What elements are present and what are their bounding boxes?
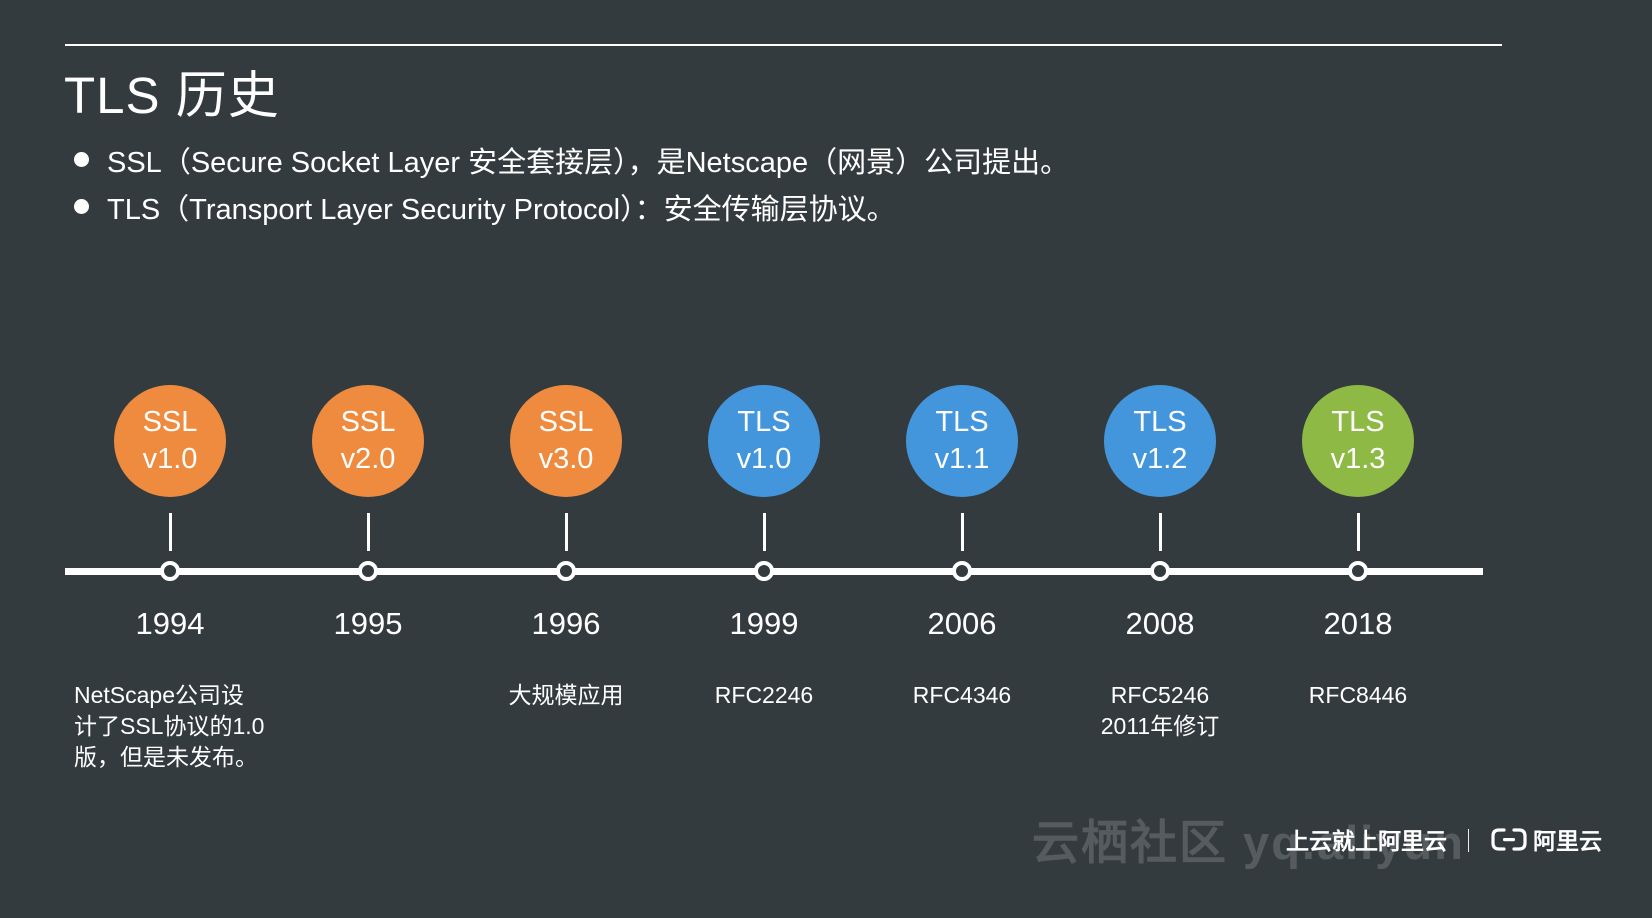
- circle-protocol-label: SSL: [538, 406, 594, 438]
- year-label: 1996: [531, 606, 601, 641]
- milestone-tls-v1-1: TLS v1.1 2006 RFC4346: [863, 385, 1061, 773]
- watermark: 云栖社区 yq.aliyun: [1032, 816, 1465, 869]
- milestone-ssl-v3-0: SSL v3.0 1996 大规模应用: [467, 385, 665, 773]
- bullet-item: TLS（Transport Layer Security Protocol）：安…: [74, 183, 1069, 230]
- milestone-note: NetScape公司设计了SSL协议的1.0版，但是未发布。: [74, 682, 265, 770]
- version-circle: SSL v1.0: [114, 385, 226, 497]
- milestone-note: RFC4346: [912, 682, 1012, 708]
- circle-protocol-label: TLS: [1331, 406, 1385, 438]
- circle-protocol-label: TLS: [737, 406, 791, 438]
- version-circle: TLS v1.0: [708, 385, 820, 497]
- milestone-note: RFC8446: [1308, 682, 1408, 708]
- milestone-ssl-v1-0: SSL v1.0 1994 NetScape公司设计了SSL协议的1.0版，但是…: [71, 385, 269, 773]
- milestone-note: RFC2246: [714, 682, 814, 708]
- milestone-note: RFC5246 2011年修订: [1100, 682, 1220, 739]
- year-label: 2018: [1323, 606, 1393, 641]
- bullet-dot-icon: [74, 199, 89, 214]
- timeline-stem: [366, 513, 370, 551]
- version-circle: TLS v1.3: [1302, 385, 1414, 497]
- milestone-tls-v1-2: TLS v1.2 2008 RFC5246 2011年修订: [1061, 385, 1259, 773]
- timeline-bar: [65, 568, 1483, 575]
- bullet-text: SSL（Secure Socket Layer 安全套接层），是Netscape…: [107, 146, 1070, 179]
- title-rule: [65, 44, 1502, 46]
- milestone-tls-v1-3: TLS v1.3 2018 RFC8446: [1259, 385, 1457, 773]
- circle-version-label: v1.1: [934, 443, 990, 475]
- circle-protocol-label: SSL: [142, 406, 198, 438]
- timeline-stem: [960, 513, 964, 551]
- timeline-stem: [1158, 513, 1162, 551]
- circle-version-label: v1.2: [1132, 443, 1188, 475]
- milestone-note: 大规模应用: [508, 682, 624, 708]
- milestone-tls-v1-0: TLS v1.0 1999 RFC2246: [665, 385, 863, 773]
- timeline-dot: [1150, 561, 1170, 581]
- version-circle: SSL v3.0: [510, 385, 622, 497]
- circle-protocol-label: TLS: [1133, 406, 1187, 438]
- circle-version-label: v1.0: [142, 443, 198, 475]
- bullet-dot-icon: [74, 152, 89, 167]
- year-label: 2008: [1125, 606, 1195, 641]
- timeline-dot: [556, 561, 576, 581]
- version-circle: TLS v1.2: [1104, 385, 1216, 497]
- timeline-stem: [1356, 513, 1360, 551]
- circle-version-label: v1.0: [736, 443, 792, 475]
- timeline: SSL v1.0 1994 NetScape公司设计了SSL协议的1.0版，但是…: [71, 385, 1457, 773]
- timeline-stem: [168, 513, 172, 551]
- footer: 上云就上阿里云 ｜ 阿里云: [1286, 822, 1602, 856]
- timeline-dot: [1348, 561, 1368, 581]
- bullet-list: SSL（Secure Socket Layer 安全套接层），是Netscape…: [74, 136, 1069, 230]
- circle-version-label: v3.0: [538, 443, 594, 475]
- footer-slogan: 上云就上阿里云: [1286, 828, 1447, 854]
- year-label: 1999: [729, 606, 799, 641]
- timeline-dot: [952, 561, 972, 581]
- footer-separator: ｜: [1457, 828, 1480, 854]
- milestone-ssl-v2-0: SSL v2.0 1995: [269, 385, 467, 773]
- circle-protocol-label: SSL: [340, 406, 396, 438]
- timeline-stem: [762, 513, 766, 551]
- version-circle: SSL v2.0: [312, 385, 424, 497]
- timeline-stem: [564, 513, 568, 551]
- circle-version-label: v1.3: [1330, 443, 1386, 475]
- brand-name: 阿里云: [1533, 828, 1602, 854]
- timeline-dot: [358, 561, 378, 581]
- bullet-item: SSL（Secure Socket Layer 安全套接层），是Netscape…: [74, 136, 1069, 183]
- timeline-dot: [754, 561, 774, 581]
- version-circle: TLS v1.1: [906, 385, 1018, 497]
- circle-protocol-label: TLS: [935, 406, 989, 438]
- bullet-text: TLS（Transport Layer Security Protocol）：安…: [107, 193, 896, 226]
- year-label: 2006: [927, 606, 997, 641]
- page-title: TLS 历史: [64, 67, 280, 124]
- year-label: 1995: [333, 606, 403, 641]
- timeline-dot: [160, 561, 180, 581]
- footer-brand: 阿里云: [1490, 822, 1602, 856]
- circle-version-label: v2.0: [340, 443, 396, 475]
- alibaba-cloud-logo-icon: [1491, 827, 1527, 851]
- year-label: 1994: [135, 606, 205, 641]
